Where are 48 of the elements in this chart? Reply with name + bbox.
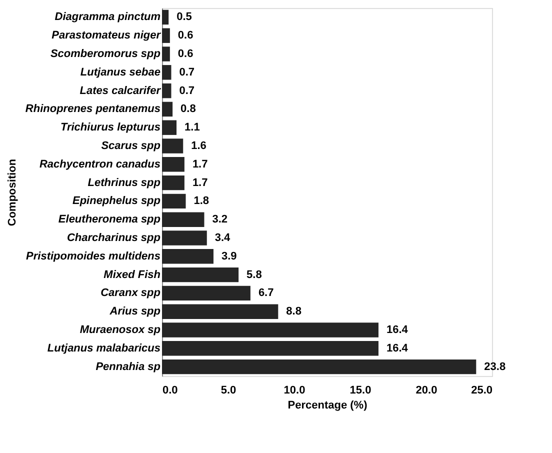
data-label: 0.7 xyxy=(179,66,195,78)
y-tick-label: Arius spp xyxy=(108,306,161,318)
y-tick-label: Caranx spp xyxy=(100,287,161,300)
data-label: 1.6 xyxy=(191,140,206,152)
x-tick-label: 10.0 xyxy=(284,384,306,396)
y-tick-label: Scarus spp xyxy=(101,140,161,152)
y-tick-label: Pristipomoides multidens xyxy=(26,250,160,262)
y-tick-label: Mixed Fish xyxy=(104,268,161,281)
y-tick-label: Rhinoprenes pentanemus xyxy=(25,103,160,116)
data-label: 1.8 xyxy=(194,195,210,208)
data-label: 5.8 xyxy=(246,268,262,281)
y-tick-label: Lethrinus spp xyxy=(88,176,161,189)
x-tick-label: 15.0 xyxy=(350,384,372,396)
y-tick-label: Epinephelus spp xyxy=(72,195,161,208)
y-tick-label: Lutjanus malabaricus xyxy=(47,342,160,354)
y-tick-label: Lutjanus sebae xyxy=(80,66,160,78)
data-label: 1.7 xyxy=(192,158,208,170)
data-label: 0.8 xyxy=(180,103,196,116)
data-label: 23.8 xyxy=(484,360,506,373)
x-tick-label: 5.0 xyxy=(220,384,236,396)
y-tick-label: Muraenosox sp xyxy=(80,324,161,336)
data-label: 0.6 xyxy=(178,30,194,42)
data-label: 1.7 xyxy=(192,176,208,189)
y-axis-title: Composition xyxy=(6,158,18,226)
data-label: 6.7 xyxy=(258,287,274,300)
data-label: 0.6 xyxy=(178,48,194,60)
x-tick-label: 20.0 xyxy=(416,384,438,396)
data-label: 0.7 xyxy=(179,84,195,97)
data-label: 1.1 xyxy=(184,122,200,134)
x-tick-label: 0.0 xyxy=(162,384,178,396)
y-tick-label: Eleutheronema spp xyxy=(58,214,161,226)
y-tick-label: Charcharinus spp xyxy=(66,232,161,244)
data-label: 16.4 xyxy=(386,324,409,336)
x-axis-title: Percentage (%) xyxy=(288,400,368,412)
y-tick-label: Parastomateus niger xyxy=(52,30,162,42)
y-tick-label: Diagramma pinctum xyxy=(54,11,161,24)
data-label: 0.5 xyxy=(176,11,192,24)
y-tick-label: Scomberomorus spp xyxy=(50,48,161,60)
data-label: 3.9 xyxy=(221,250,237,262)
y-tick-label: Pennahia sp xyxy=(96,360,161,373)
data-label: 3.4 xyxy=(214,232,232,244)
x-tick-label: 25.0 xyxy=(471,384,492,396)
data-label: 16.4 xyxy=(386,342,409,354)
y-tick-label: Lates calcarifer xyxy=(80,84,162,97)
y-tick-label: Trichiurus lepturus xyxy=(60,122,160,134)
data-label: 8.8 xyxy=(286,306,302,318)
y-tick-label: Rachycentron canadus xyxy=(39,158,160,170)
data-label: 3.2 xyxy=(212,214,228,226)
